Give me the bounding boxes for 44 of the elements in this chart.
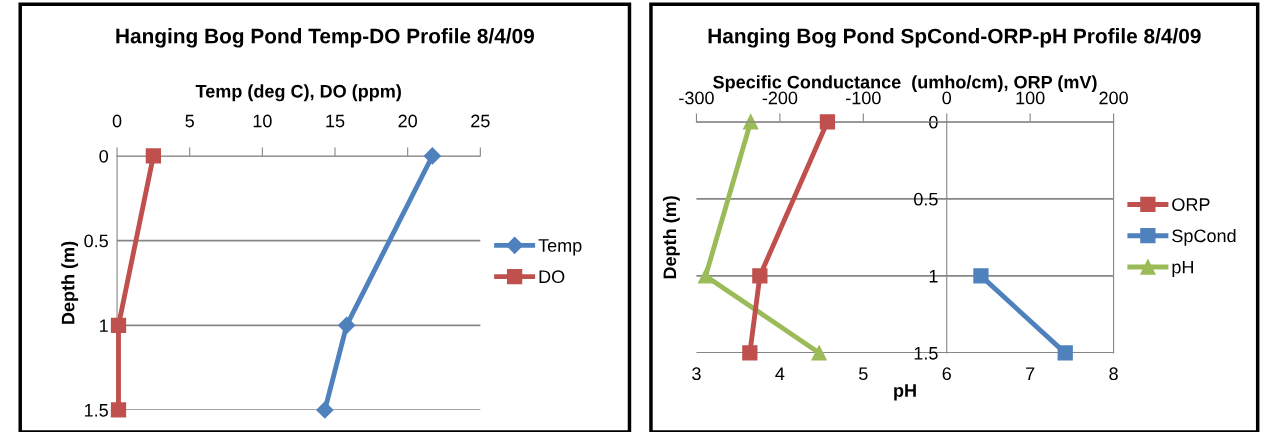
y-axis-title: Depth (m) [61,241,79,324]
y-tick-label: 1 [100,319,108,332]
legend-label: pH [1172,260,1193,278]
x-tick-label: 8 [1109,367,1118,381]
x-tick-label: 25 [471,114,490,128]
x-tick-label: 20 [398,114,417,128]
legend-label: SpCond [1172,228,1236,246]
x2-tick-label: 0 [942,91,952,105]
x2-tick-label: -300 [679,91,714,105]
x-tick-label: 5 [859,367,868,381]
point [811,345,827,361]
y-tick-label: 1.5 [84,404,108,417]
y-tick-label: 1 [929,270,938,283]
x2-tick-label: -200 [762,91,798,105]
x-axis-title: Temp (deg C), DO (ppm) [195,84,401,102]
x-tick-label: 5 [185,114,194,128]
legend-label: Temp [538,239,582,256]
point [110,402,127,418]
x-tick-label: 4 [775,367,785,380]
point [316,401,334,419]
legend-label: ORP [1172,198,1210,211]
x-tick-label: 7 [1026,367,1035,380]
x-tick-label: 0 [112,114,122,128]
point [423,147,441,165]
y-tick-label: 0 [99,149,109,163]
x-tick-label: 6 [942,367,951,381]
chart-title: Hanging Bog Pond SpCond-ORP-pH Profile 8/4/09 [708,28,1201,48]
point [698,268,714,284]
y-tick-label: 0.5 [914,192,938,206]
x-tick-label: 15 [326,114,345,128]
x-axis-title: pH [894,384,916,401]
point [338,316,356,334]
y-axis-title: Depth (m) [662,196,680,279]
y-tick-label: 1.5 [914,347,938,360]
x2-tick-label: 100 [1016,91,1045,105]
point [110,317,127,333]
x-tick-label: 3 [692,367,701,381]
x2-tick-label: 200 [1099,91,1128,105]
y-tick-label: 0.5 [84,234,108,248]
legend-label: DO [539,270,565,284]
point [145,148,162,164]
x2-tick-label: -100 [846,91,881,105]
chart-title: Hanging Bog Pond Temp-DO Profile 8/4/09 [116,28,534,48]
x-tick-label: 10 [253,114,272,128]
